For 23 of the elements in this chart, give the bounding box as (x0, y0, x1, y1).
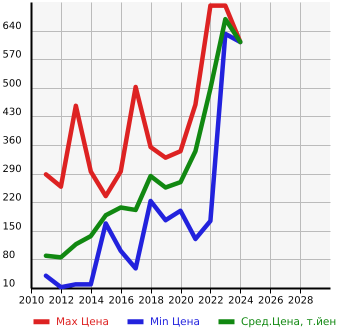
legend-label: Min Цена (150, 316, 200, 328)
y-tick-label: 10 (2, 278, 16, 290)
y-tick-label: 430 (2, 106, 22, 118)
x-tick-label: 2020 (168, 296, 194, 306)
x-tick-label: 2016 (108, 296, 134, 306)
x-tick-label: 2024 (228, 296, 254, 306)
y-tick-label: 220 (2, 192, 22, 204)
y-tick-label: 80 (2, 250, 16, 261)
x-tick-label: 2028 (288, 296, 314, 306)
x-tick-label: 2010 (18, 296, 44, 306)
x-tick-label: 2026 (258, 296, 284, 306)
y-tick-label: 290 (2, 164, 22, 176)
legend-label: Сред.Цена, т.йен (241, 316, 336, 328)
x-tick-label: 2018 (138, 296, 164, 306)
y-tick-label: 360 (2, 136, 22, 146)
legend-label: Max Цена (56, 316, 109, 328)
y-tick-label: 500 (2, 78, 22, 90)
x-tick-label: 2012 (48, 296, 74, 306)
x-tick-label: 2022 (198, 296, 224, 306)
x-tick-label: 2014 (78, 296, 104, 306)
y-tick-label: 570 (2, 50, 22, 61)
y-tick-label: 150 (2, 221, 22, 232)
y-tick-label: 640 (2, 21, 22, 32)
